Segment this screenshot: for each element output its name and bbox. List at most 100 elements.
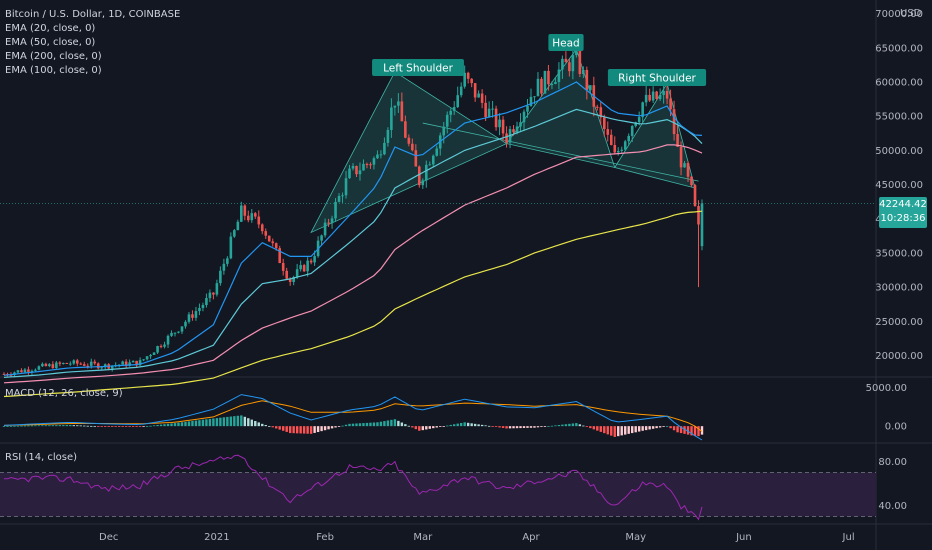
- candle-body: [201, 305, 205, 309]
- macd-histogram-bar: [34, 425, 37, 427]
- candle-body: [156, 346, 159, 353]
- candle-body: [82, 364, 86, 366]
- candle-body: [260, 224, 264, 232]
- candle-body: [75, 360, 79, 364]
- macd-histogram-bar: [603, 426, 606, 434]
- macd-histogram-bar: [480, 424, 484, 427]
- candle-body: [393, 105, 397, 108]
- macd-histogram-bar: [432, 426, 435, 429]
- macd-histogram-bar: [533, 426, 536, 428]
- candle-body: [323, 222, 327, 236]
- candle-body: [128, 362, 131, 366]
- macd-histogram-bar: [554, 425, 557, 427]
- candle-body: [65, 362, 69, 364]
- candle-body: [226, 258, 229, 264]
- macd-histogram-bar: [337, 426, 341, 427]
- candle-body: [487, 108, 491, 117]
- candle-body: [452, 107, 456, 111]
- candle-body: [278, 248, 282, 263]
- candle-body: [327, 222, 330, 224]
- left-shoulder-zone: [310, 71, 508, 234]
- candle-body: [651, 91, 655, 101]
- time-tick: Mar: [413, 532, 433, 543]
- macd-histogram-bar: [156, 425, 159, 427]
- macd-histogram-bar: [571, 423, 575, 427]
- macd-histogram-bar: [128, 426, 131, 427]
- candle-body: [55, 362, 58, 369]
- candle-body: [285, 270, 288, 279]
- macd-histogram-bar: [658, 426, 662, 428]
- macd-histogram-bar: [194, 420, 198, 427]
- candle-body: [568, 62, 571, 72]
- macd-histogram-bar: [637, 426, 641, 432]
- currency-label: USD: [900, 8, 922, 19]
- macd-histogram-bar: [323, 426, 327, 431]
- candle-body: [700, 203, 704, 247]
- candle-body: [2, 373, 6, 375]
- macd-histogram-bar: [65, 425, 69, 427]
- macd-histogram-bar: [547, 426, 550, 427]
- rsi-label[interactable]: RSI (14, close): [5, 452, 78, 463]
- candle-body: [79, 363, 83, 365]
- candle-body: [16, 370, 20, 373]
- candle-body: [463, 72, 466, 87]
- candle-body: [407, 137, 411, 144]
- macd-histogram-bar: [561, 424, 564, 427]
- candle-body: [484, 102, 487, 117]
- macd-histogram-bar: [320, 426, 323, 432]
- macd-histogram-bar: [191, 420, 194, 427]
- macd-histogram-bar: [62, 425, 65, 427]
- macd-label[interactable]: MACD (12, 26, close, 9): [5, 388, 123, 399]
- candle-body: [428, 164, 432, 166]
- candle-body: [637, 117, 641, 123]
- macd-histogram-bar: [522, 426, 526, 428]
- candle-body: [589, 85, 592, 91]
- legend-ema200[interactable]: EMA (200, close, 0): [5, 51, 102, 62]
- candle-body: [411, 143, 414, 151]
- macd-histogram-bar: [690, 426, 693, 436]
- macd-histogram-bar: [578, 424, 582, 427]
- macd-histogram-bar: [23, 425, 27, 427]
- macd-histogram-bar: [421, 426, 424, 431]
- candle-body: [30, 370, 34, 372]
- rsi-tick: 40.00: [878, 501, 907, 512]
- macd-histogram-bar: [651, 426, 655, 429]
- candle-body: [89, 361, 93, 366]
- macd-histogram-bar: [376, 422, 379, 427]
- candle-body: [313, 256, 316, 263]
- time-tick: Dec: [99, 532, 118, 543]
- candle-body: [669, 98, 672, 110]
- macd-histogram-bar: [240, 415, 243, 427]
- macd-histogram-bar: [170, 423, 173, 427]
- legend-ema100[interactable]: EMA (100, close, 0): [5, 65, 102, 76]
- candle-body: [145, 356, 149, 360]
- candle-body: [229, 236, 233, 259]
- macd-tick: 0.00: [885, 422, 907, 433]
- candle-body: [470, 78, 473, 84]
- macd-histogram-bar: [557, 425, 561, 427]
- candle-body: [124, 361, 128, 366]
- candle-body: [44, 363, 48, 367]
- macd-histogram-bar: [90, 425, 93, 427]
- macd-histogram-bar: [69, 425, 72, 427]
- candle-body: [93, 361, 97, 364]
- legend-ema50[interactable]: EMA (50, close, 0): [5, 37, 96, 48]
- legend-ema20[interactable]: EMA (20, close, 0): [5, 23, 96, 34]
- macd-histogram-bar: [292, 426, 295, 434]
- candle-body: [306, 260, 309, 272]
- symbol-title[interactable]: Bitcoin / U.S. Dollar, 1D, COINBASE: [5, 9, 181, 20]
- candle-body: [264, 231, 268, 236]
- candle-body: [414, 150, 418, 167]
- candle-body: [62, 362, 65, 364]
- macd-histogram-bar: [20, 425, 23, 427]
- candle-body: [302, 265, 306, 272]
- macd-histogram-bar: [484, 425, 487, 427]
- price-tick: 30000.00: [875, 283, 923, 294]
- macd-histogram-bar: [369, 422, 372, 427]
- time-tick: Jun: [735, 532, 752, 543]
- candle-body: [348, 168, 351, 179]
- candle-body: [404, 121, 407, 138]
- candle-body: [641, 102, 644, 118]
- macd-histogram-bar: [205, 419, 208, 427]
